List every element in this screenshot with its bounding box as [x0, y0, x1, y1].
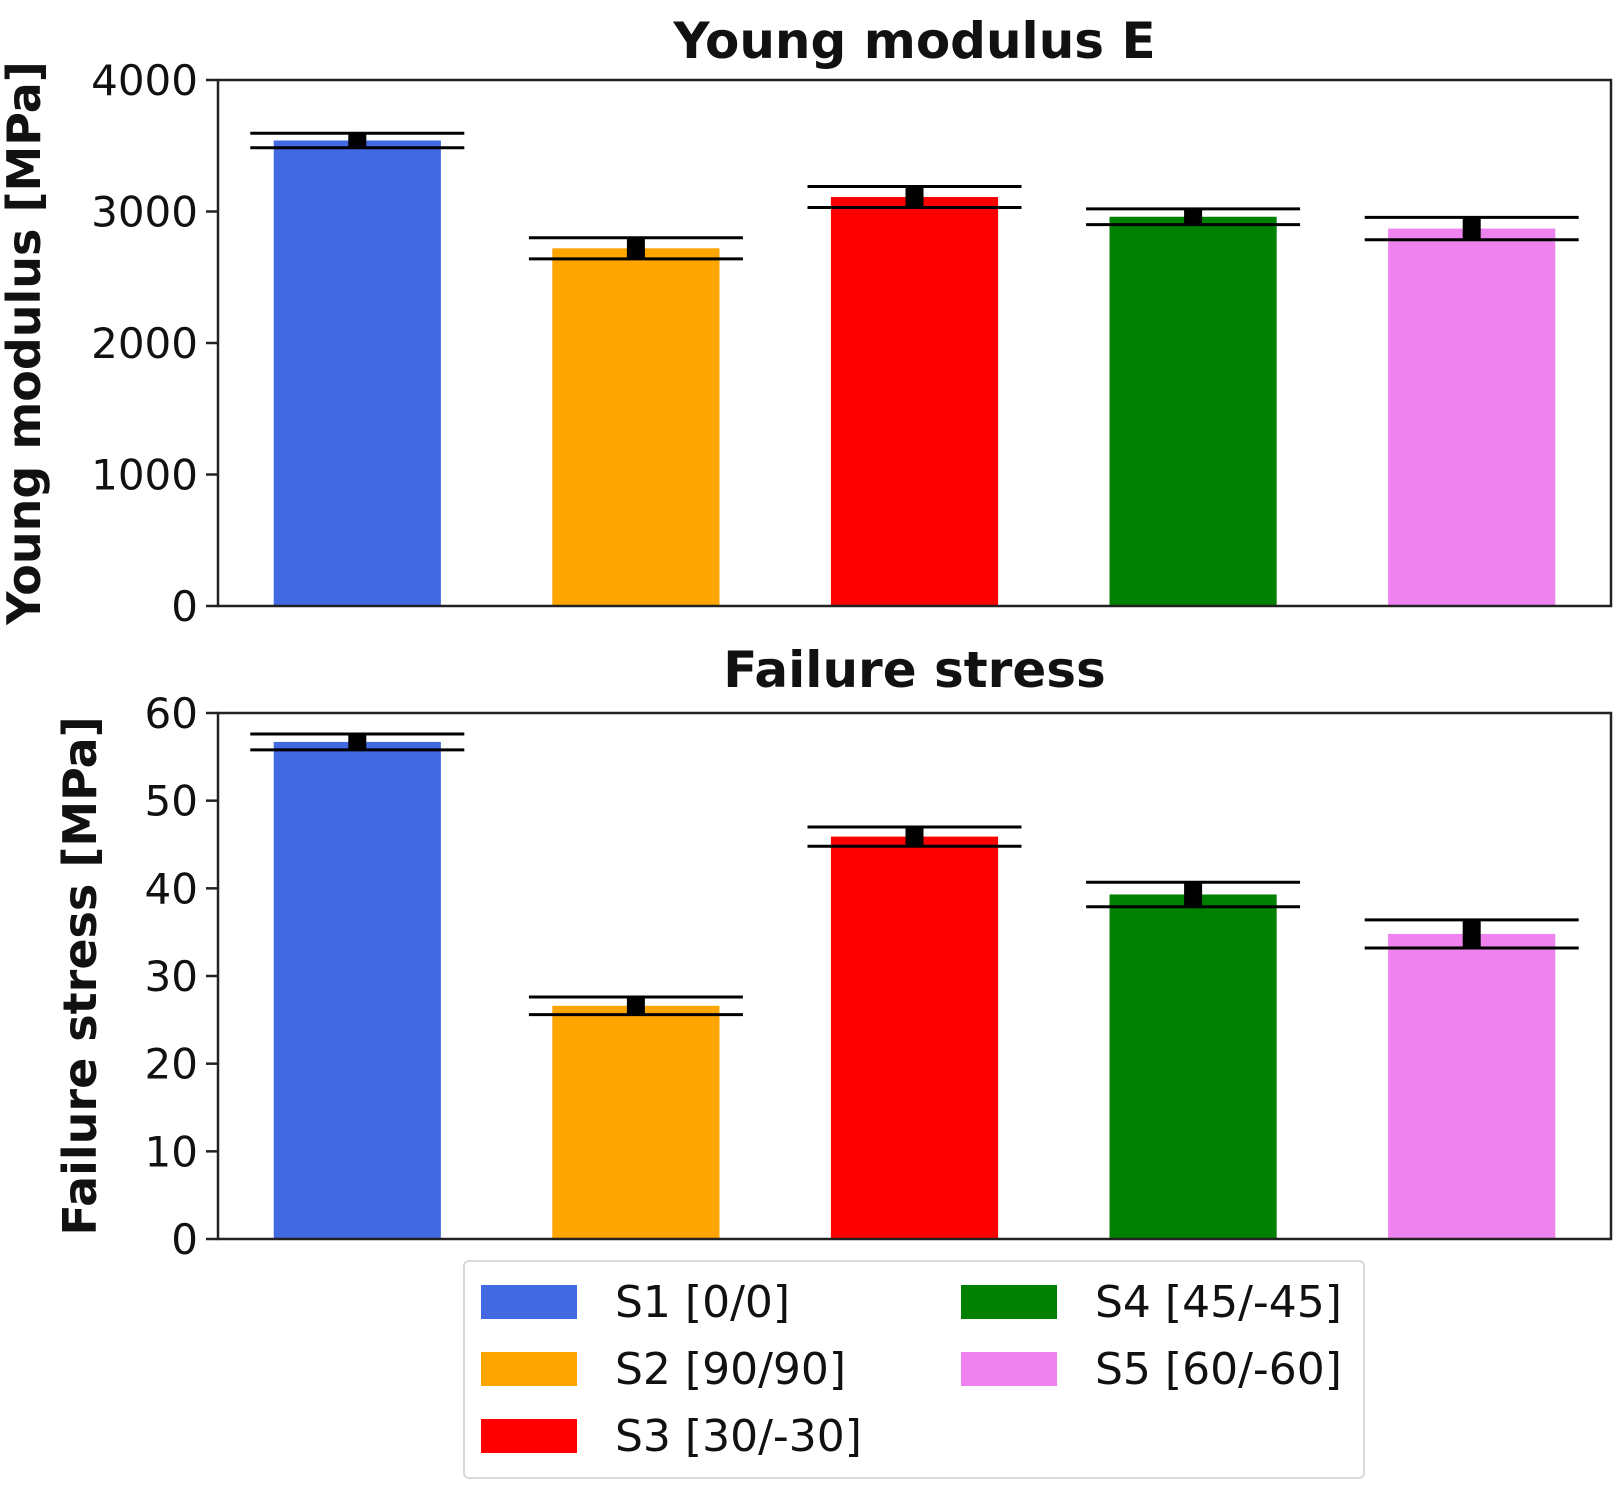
young-modulus-ytick-label-3: 3000: [91, 188, 198, 237]
failure-stress-ytick-label-1: 10: [145, 1127, 198, 1176]
young-modulus-bar-s4: [1109, 216, 1277, 606]
legend-item-s5: S5 [60/-60]: [961, 1344, 1342, 1395]
legend-swatch-s3: [481, 1419, 577, 1453]
failure-stress-panel: 0 10 20 30 40 50 60 Failure stress Failure stres…: [53, 641, 1613, 1264]
young-modulus-bar-s3: [830, 197, 999, 606]
young-modulus-bar-s5: [1388, 228, 1556, 606]
young-modulus-ytick-label-4: 4000: [91, 56, 198, 105]
failure-stress-title: Failure stress: [723, 641, 1106, 699]
legend-swatch-s4: [961, 1285, 1057, 1319]
failure-stress-ytick-label-5: 50: [145, 777, 198, 826]
legend-label-s1: S1 [0/0]: [615, 1276, 791, 1328]
failure-stress-bar-s1: [273, 741, 441, 1239]
failure-stress-ylabel: Failure stress [MPa]: [53, 716, 107, 1235]
legend-label-s5: S5 [60/-60]: [1095, 1343, 1342, 1395]
failure-stress-bar-s5: [1388, 933, 1556, 1239]
legend-swatch-s2: [481, 1352, 577, 1386]
legend-swatch-s1: [481, 1285, 577, 1319]
failure-stress-ytick-label-4: 40: [145, 864, 198, 913]
young-modulus-title: Young modulus E: [672, 12, 1155, 70]
legend: S1 [0/0] S2 [90/90] S3 [30/-30] S4 [45/-…: [463, 1260, 1365, 1479]
young-modulus-ytick-label-1: 1000: [91, 451, 198, 500]
legend-item-s2: S2 [90/90]: [481, 1344, 846, 1395]
failure-stress-ytick-label-3: 30: [145, 952, 198, 1001]
failure-stress-ytick-label-6: 60: [145, 689, 198, 738]
young-modulus-panel: 0 1000 2000 3000 4000 Young modulus E Young mo…: [0, 12, 1613, 631]
young-modulus-bar-s2: [552, 248, 720, 606]
failure-stress-bar-s3: [830, 836, 999, 1239]
failure-stress-ytick-label-2: 20: [145, 1040, 198, 1089]
failure-stress-bar-s4: [1109, 894, 1277, 1239]
legend-label-s3: S3 [30/-30]: [615, 1410, 862, 1462]
legend-item-s4: S4 [45/-45]: [961, 1277, 1342, 1328]
failure-stress-bar-s2: [552, 1005, 720, 1239]
legend-item-s3: S3 [30/-30]: [481, 1411, 862, 1462]
young-modulus-ylabel: Young modulus [MPa]: [0, 61, 51, 626]
legend-swatch-s5: [961, 1352, 1057, 1386]
young-modulus-ytick-label-2: 2000: [91, 319, 198, 368]
young-modulus-bar-s1: [273, 140, 441, 607]
legend-label-s4: S4 [45/-45]: [1095, 1276, 1342, 1328]
young-modulus-ytick-label-0: 0: [171, 582, 198, 631]
legend-item-s1: S1 [0/0]: [481, 1277, 790, 1328]
failure-stress-ytick-label-0: 0: [171, 1215, 198, 1264]
legend-label-s2: S2 [90/90]: [615, 1343, 847, 1395]
